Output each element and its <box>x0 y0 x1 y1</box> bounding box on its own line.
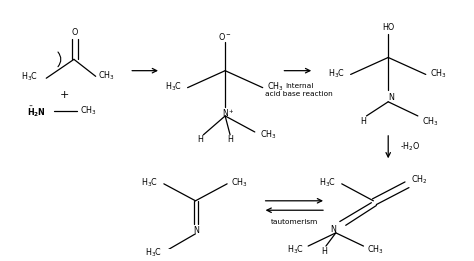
Text: $\mathbf{\ddot{H}_2N}$: $\mathbf{\ddot{H}_2N}$ <box>27 104 46 118</box>
Text: CH$_3$: CH$_3$ <box>422 115 438 128</box>
Text: H: H <box>361 117 366 126</box>
Text: CH$_3$: CH$_3$ <box>260 129 276 141</box>
Text: N$^+$: N$^+$ <box>222 107 235 119</box>
Text: N: N <box>330 224 336 234</box>
Text: H$_3$C: H$_3$C <box>287 244 304 256</box>
Text: HO: HO <box>382 23 394 32</box>
Text: H$_3$C: H$_3$C <box>141 177 158 189</box>
Text: CH$_3$: CH$_3$ <box>430 67 447 80</box>
Text: N: N <box>193 226 200 235</box>
Text: H$_3$C: H$_3$C <box>328 67 345 80</box>
Text: H$_3$C: H$_3$C <box>164 80 182 93</box>
Text: H$_3$C: H$_3$C <box>145 246 162 259</box>
Text: H: H <box>198 135 203 144</box>
Text: +: + <box>59 90 69 100</box>
Text: H: H <box>227 135 233 144</box>
Text: O: O <box>72 28 78 37</box>
Text: CH$_3$: CH$_3$ <box>98 69 115 82</box>
Text: O$^-$: O$^-$ <box>219 31 232 42</box>
Text: H$_3$C: H$_3$C <box>21 70 38 82</box>
Text: CH$_2$: CH$_2$ <box>411 174 428 186</box>
Text: CH$_3$: CH$_3$ <box>231 177 248 189</box>
Text: H: H <box>321 247 327 256</box>
Text: CH$_3$: CH$_3$ <box>80 105 97 117</box>
Text: H$_3$C: H$_3$C <box>319 177 336 189</box>
Text: CH$_3$: CH$_3$ <box>367 244 384 256</box>
Text: -H$_2$O: -H$_2$O <box>400 141 421 153</box>
Text: acid base reaction: acid base reaction <box>265 91 333 97</box>
Text: CH$_3$: CH$_3$ <box>267 80 283 93</box>
Text: Internal: Internal <box>285 83 313 89</box>
Text: tautomerism: tautomerism <box>271 220 318 226</box>
Text: N: N <box>388 93 394 102</box>
